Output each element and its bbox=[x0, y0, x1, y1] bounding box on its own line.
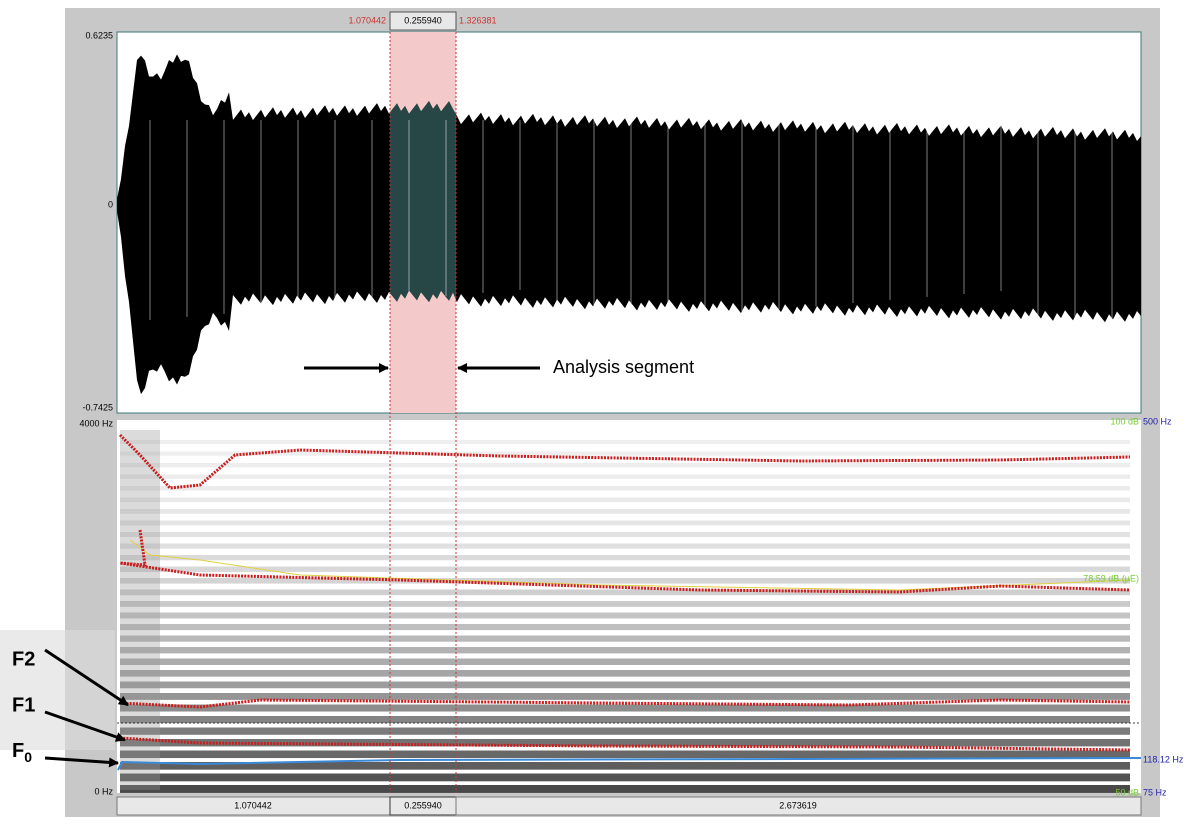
freq-max: 4000 Hz bbox=[79, 418, 113, 428]
harmonic-band bbox=[120, 451, 1130, 456]
formant-f3 bbox=[119, 529, 1131, 594]
intensity-min: 50 dB bbox=[1115, 787, 1139, 797]
f0-base: F bbox=[12, 740, 24, 762]
harmonic-band bbox=[120, 750, 1130, 759]
harmonic-band bbox=[120, 486, 1130, 491]
selection-box[interactable] bbox=[389, 11, 457, 31]
arrow bbox=[44, 710, 126, 742]
harmonic-band bbox=[120, 727, 1130, 735]
f2-label: F2 bbox=[12, 648, 35, 670]
intensity-value: 78.59 dB (µE) bbox=[1083, 573, 1139, 583]
f1-label: F1 bbox=[12, 694, 35, 716]
harmonic-band bbox=[120, 681, 1130, 689]
formant-f2 bbox=[119, 698, 1131, 709]
harmonic-band bbox=[120, 693, 1130, 700]
pitch-track bbox=[117, 757, 1142, 771]
harmonic-band bbox=[120, 601, 1130, 607]
intensity-track bbox=[129, 539, 1131, 591]
harmonic-band bbox=[120, 612, 1130, 619]
harmonic-band bbox=[120, 566, 1130, 572]
harmonic-band bbox=[120, 578, 1130, 584]
pitch-value: 118.12 Hz bbox=[1143, 754, 1184, 764]
spectrogram bbox=[120, 430, 1130, 793]
f0-label: F0 bbox=[12, 740, 32, 764]
harmonic-band bbox=[120, 589, 1130, 596]
harmonic-band bbox=[120, 716, 1130, 724]
harmonic-band bbox=[120, 497, 1130, 503]
pitch-max: 500 Hz bbox=[1143, 416, 1172, 426]
formant-f4 bbox=[118, 433, 1131, 490]
harmonic-band bbox=[120, 463, 1130, 468]
intensity-max: 100 dB bbox=[1110, 416, 1139, 426]
waveform-min: -0.7425 bbox=[82, 402, 113, 412]
waveform-zero: 0 bbox=[108, 199, 113, 209]
harmonic-band bbox=[120, 647, 1130, 654]
onset-shadow bbox=[120, 430, 160, 790]
selection-end: 1.326381 bbox=[459, 15, 497, 25]
time-selection-label: 0.255940 bbox=[404, 800, 442, 810]
harmonic-band bbox=[120, 555, 1130, 561]
harmonic-band bbox=[120, 509, 1130, 514]
arrow bbox=[44, 648, 129, 707]
segment-label: Analysis segment bbox=[553, 357, 694, 377]
harmonic-band bbox=[120, 785, 1130, 793]
harmonic-band bbox=[120, 624, 1130, 631]
f0-subscript: 0 bbox=[24, 749, 32, 765]
harmonic-band bbox=[120, 670, 1130, 677]
harmonic-band bbox=[120, 520, 1130, 526]
arrows bbox=[44, 363, 540, 768]
harmonic-band bbox=[120, 543, 1130, 549]
freq-min: 0 Hz bbox=[94, 786, 113, 796]
harmonic-band bbox=[120, 532, 1130, 538]
waveform-max: 0.6235 bbox=[85, 30, 113, 40]
arrow bbox=[44, 756, 119, 768]
formant-f1 bbox=[119, 736, 1131, 752]
formant-tracks bbox=[118, 433, 1131, 752]
harmonic-band bbox=[120, 658, 1130, 665]
time-before-label: 1.070442 bbox=[234, 800, 272, 810]
time-after-label: 2.673619 bbox=[779, 800, 817, 810]
harmonic-band bbox=[120, 635, 1130, 642]
harmonic-band bbox=[120, 773, 1130, 782]
pitch-min: 75 Hz bbox=[1143, 787, 1167, 797]
selection-start: 1.070442 bbox=[348, 15, 386, 25]
harmonic-band bbox=[120, 739, 1130, 747]
harmonic-band bbox=[120, 440, 1130, 444]
harmonic-band bbox=[120, 474, 1130, 479]
harmonic-band bbox=[120, 704, 1130, 712]
selection-duration: 0.255940 bbox=[404, 15, 442, 25]
harmonic-band bbox=[120, 762, 1130, 770]
waveform-body bbox=[117, 54, 1141, 395]
time-after[interactable] bbox=[455, 796, 1142, 816]
